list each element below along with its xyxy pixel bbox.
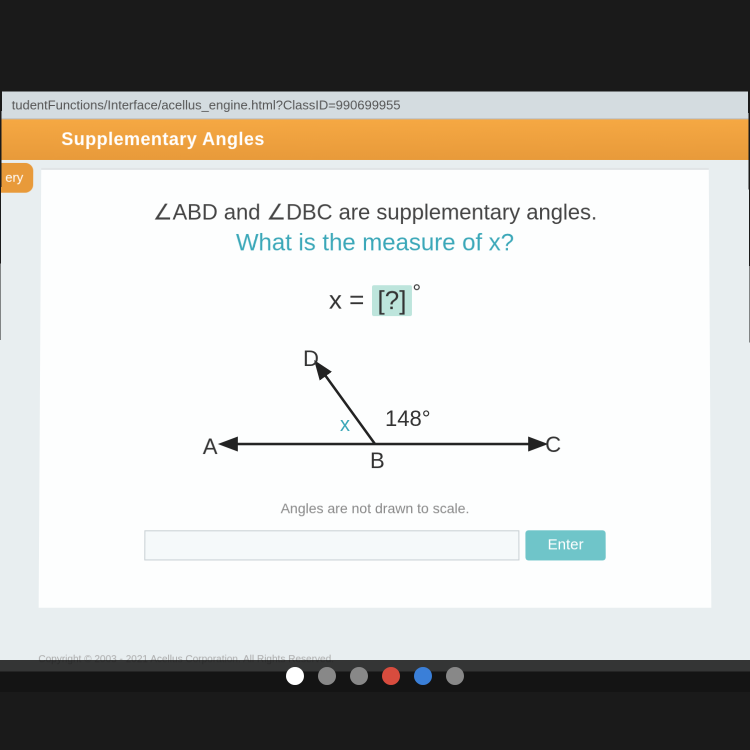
equation: x = [?]° [60, 279, 689, 316]
degree-symbol: ° [412, 279, 421, 304]
scale-note: Angles are not drawn to scale. [59, 500, 690, 516]
taskbar-icon[interactable] [318, 667, 336, 685]
answer-row: Enter [144, 530, 605, 560]
angle-symbol: ∠ [266, 200, 286, 225]
equation-lhs: x = [329, 285, 372, 315]
taskbar-icon[interactable] [414, 667, 432, 685]
screen: tudentFunctions/Interface/acellus_engine… [0, 92, 750, 672]
angle-symbol: ∠ [153, 200, 173, 225]
angle-value-label: 148° [385, 406, 431, 432]
url-bar: tudentFunctions/Interface/acellus_engine… [2, 92, 749, 120]
enter-button[interactable]: Enter [526, 530, 606, 560]
point-D-label: D [303, 346, 319, 372]
side-tab[interactable]: ery [1, 163, 33, 193]
x-label: x [340, 414, 350, 437]
answer-input[interactable] [144, 530, 519, 560]
lesson-header: Supplementary Angles [1, 119, 748, 160]
taskbar [0, 660, 750, 692]
question-line-1: ∠ABD and ∠DBC are supplementary angles. [61, 200, 689, 226]
taskbar-icon[interactable] [350, 667, 368, 685]
answer-placeholder: [?] [372, 285, 413, 316]
angle-diagram: D A B C x 148° [165, 344, 586, 494]
question-line-2: What is the measure of x? [61, 229, 690, 257]
content-area: ∠ABD and ∠DBC are supplementary angles. … [39, 168, 712, 608]
point-C-label: C [545, 432, 561, 458]
point-A-label: A [203, 434, 218, 460]
taskbar-icon[interactable] [286, 667, 304, 685]
taskbar-icon[interactable] [446, 667, 464, 685]
taskbar-icon[interactable] [382, 667, 400, 685]
point-B-label: B [370, 448, 385, 474]
